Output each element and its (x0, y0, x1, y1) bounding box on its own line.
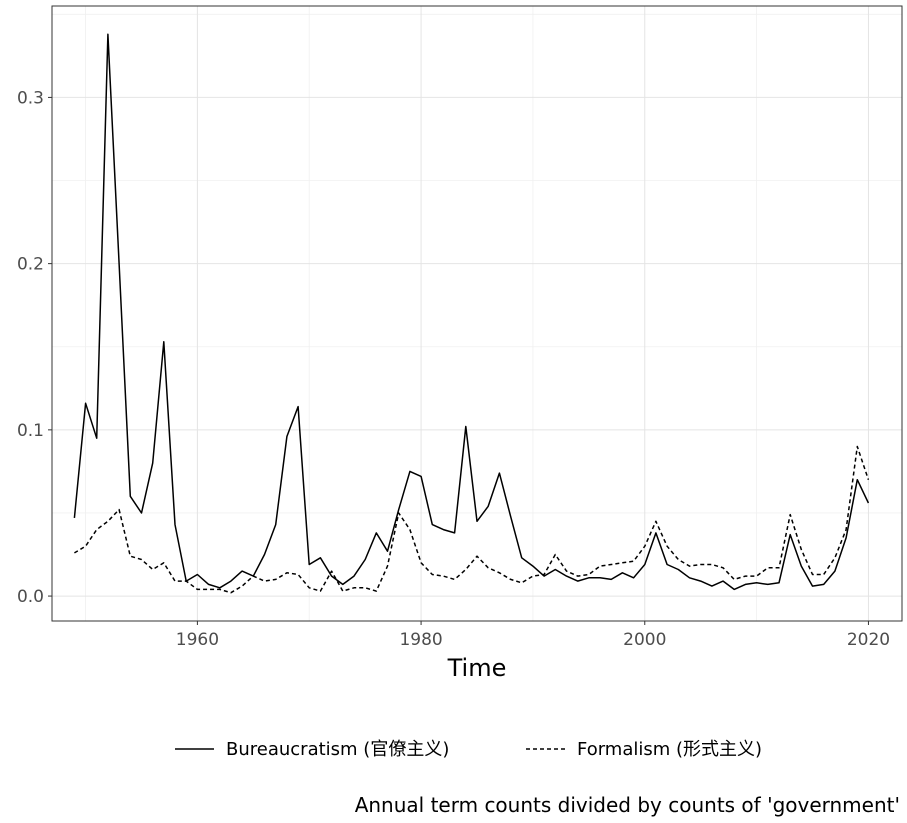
grid-lines (52, 6, 902, 621)
plot-panel-border (51, 5, 903, 622)
x-tick-label: 1960 (176, 630, 219, 650)
series-line-formalism (74, 445, 870, 594)
axis-ticks: 1960 1980 2000 2020 0.0 0.1 0.2 0.3 (17, 88, 890, 650)
x-tick-label: 1980 (399, 630, 442, 650)
x-axis-title: Time (447, 654, 507, 682)
y-tick-label: 0.0 (17, 587, 44, 607)
legend: Bureaucratism (官僚主义) Formalism (形式主义) (175, 739, 762, 760)
legend-label-bureaucratism: Bureaucratism (官僚主义) (226, 739, 449, 760)
y-tick-label: 0.1 (17, 421, 44, 441)
chart-caption: Annual term counts divided by counts of … (355, 793, 900, 817)
series-lines (73, 33, 870, 594)
x-tick-label: 2000 (623, 630, 666, 650)
series-line-bureaucratism (73, 33, 870, 591)
x-tick-label: 2020 (847, 630, 890, 650)
y-tick-label: 0.2 (17, 255, 44, 275)
legend-label-formalism: Formalism (形式主义) (577, 739, 762, 760)
y-tick-label: 0.3 (17, 88, 44, 108)
